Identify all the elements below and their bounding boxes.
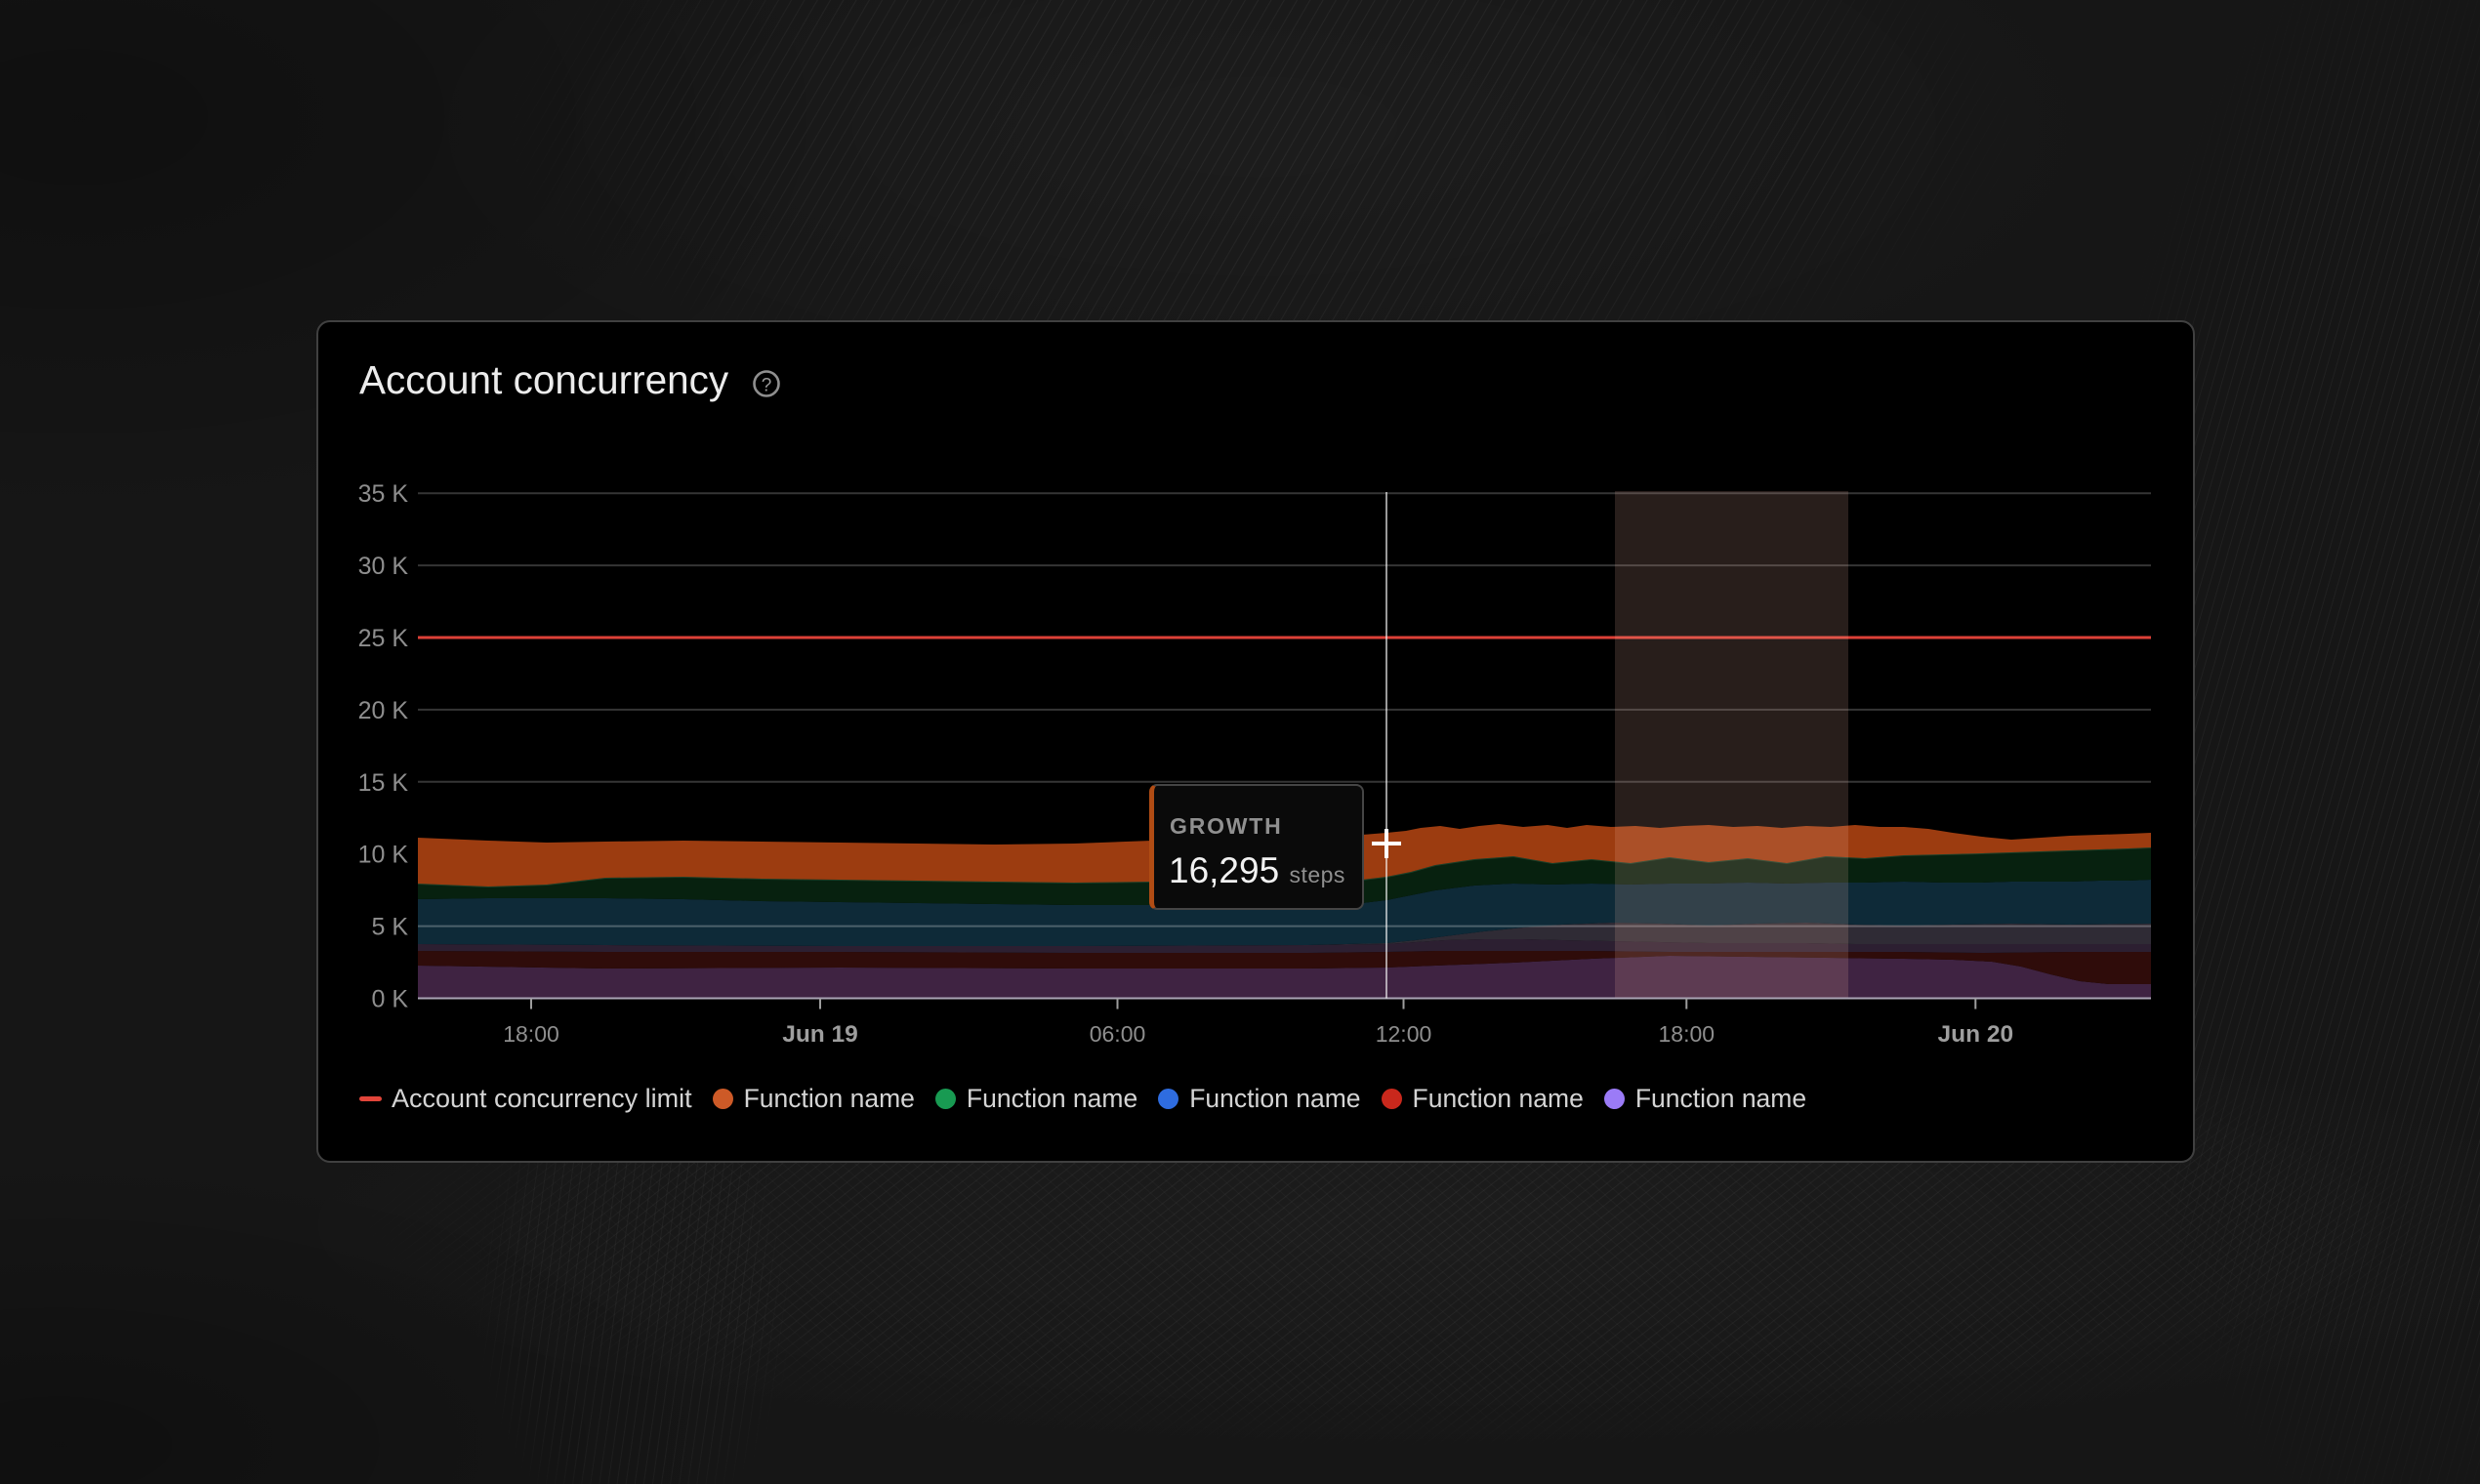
svg-text:15 K: 15 K — [358, 769, 409, 797]
svg-text:20 K: 20 K — [358, 697, 409, 724]
svg-text:5 K: 5 K — [371, 914, 408, 941]
svg-text:25 K: 25 K — [358, 625, 409, 652]
svg-text:35 K: 35 K — [358, 480, 409, 508]
svg-text:10 K: 10 K — [358, 842, 409, 869]
svg-text:30 K: 30 K — [358, 553, 409, 580]
svg-text:Jun 20: Jun 20 — [1937, 1021, 2013, 1048]
svg-text:?: ? — [762, 376, 772, 396]
svg-text:0 K: 0 K — [371, 986, 408, 1013]
svg-text:Jun 19: Jun 19 — [782, 1021, 858, 1048]
svg-text:18:00: 18:00 — [1659, 1021, 1715, 1047]
svg-text:18:00: 18:00 — [503, 1021, 559, 1047]
svg-text:06:00: 06:00 — [1090, 1021, 1146, 1047]
svg-text:12:00: 12:00 — [1376, 1021, 1432, 1047]
